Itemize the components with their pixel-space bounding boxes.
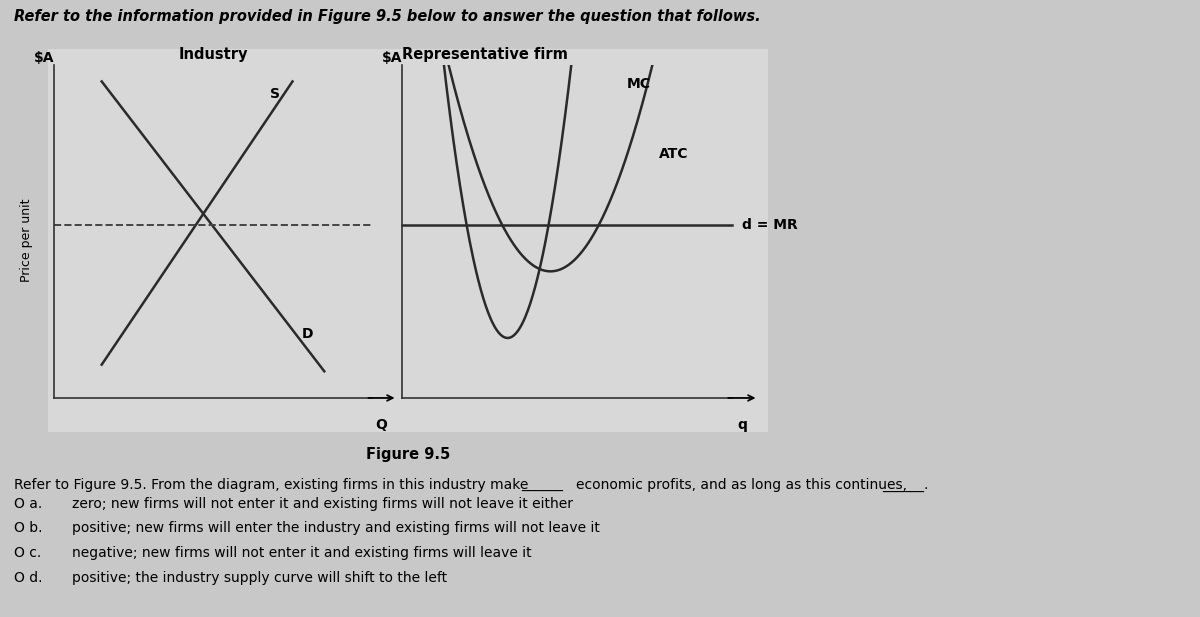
Text: MC: MC [626,77,650,91]
Text: $A: $A [35,51,55,65]
Text: ATC: ATC [660,147,689,161]
Text: Refer to the information provided in Figure 9.5 below to answer the question tha: Refer to the information provided in Fig… [14,9,761,24]
Text: ______: ______ [521,478,563,492]
Title: Industry: Industry [179,48,247,62]
Text: Representative firm: Representative firm [402,48,568,62]
Text: O b.: O b. [14,521,43,536]
Text: O a.: O a. [14,497,43,511]
Text: D: D [302,327,313,341]
Text: q: q [737,418,746,432]
Text: positive; the industry supply curve will shift to the left: positive; the industry supply curve will… [72,571,448,585]
Text: S: S [270,87,281,101]
Text: Price per unit: Price per unit [20,199,32,283]
Text: O d.: O d. [14,571,43,585]
Text: Refer to Figure 9.5. From the diagram, existing firms in this industry make: Refer to Figure 9.5. From the diagram, e… [14,478,529,492]
Text: economic profits, and as long as this continues,: economic profits, and as long as this co… [576,478,907,492]
Text: d = MR: d = MR [742,218,798,232]
Text: $A: $A [382,51,402,65]
Text: ______.: ______. [882,478,929,492]
Text: Figure 9.5: Figure 9.5 [366,447,450,462]
Text: negative; new firms will not enter it and existing firms will leave it: negative; new firms will not enter it an… [72,546,532,560]
Text: O c.: O c. [14,546,42,560]
Text: zero; new firms will not enter it and existing firms will not leave it either: zero; new firms will not enter it and ex… [72,497,574,511]
Text: positive; new firms will enter the industry and existing firms will not leave it: positive; new firms will enter the indus… [72,521,600,536]
Text: Q: Q [376,418,388,432]
